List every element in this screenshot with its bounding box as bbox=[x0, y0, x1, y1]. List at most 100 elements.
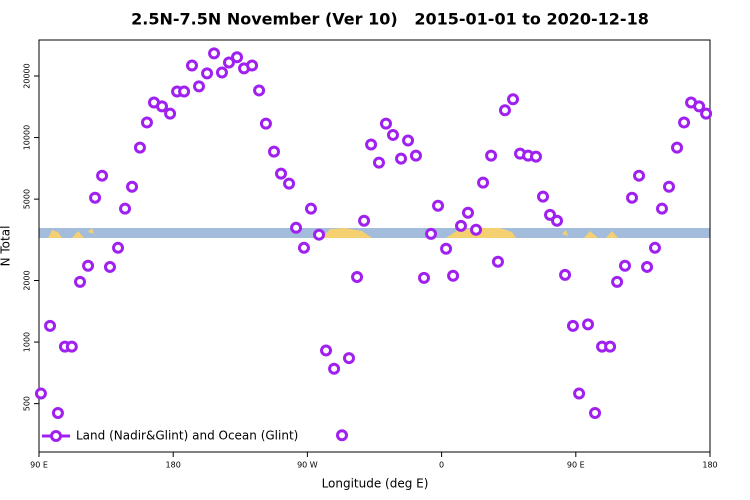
point bbox=[418, 271, 431, 284]
y-tick-label: 1000 bbox=[23, 332, 32, 352]
point bbox=[185, 59, 198, 72]
point bbox=[283, 177, 296, 190]
point bbox=[253, 84, 266, 97]
point bbox=[351, 271, 364, 284]
land-strip bbox=[48, 228, 94, 238]
point bbox=[215, 66, 228, 79]
point bbox=[551, 214, 564, 227]
legend-label: Land (Nadir&Glint) and Ocean (Glint) bbox=[76, 429, 298, 443]
point bbox=[559, 268, 572, 281]
point bbox=[290, 221, 303, 234]
point bbox=[328, 362, 341, 375]
point bbox=[267, 145, 280, 158]
point bbox=[589, 406, 602, 419]
point bbox=[529, 150, 542, 163]
y-tick-label: 2000 bbox=[23, 270, 32, 290]
point bbox=[140, 116, 153, 129]
x-tick-label: 0 bbox=[439, 461, 444, 470]
point bbox=[82, 259, 95, 272]
point bbox=[461, 206, 474, 219]
point bbox=[477, 176, 490, 189]
point bbox=[358, 214, 371, 227]
point bbox=[619, 259, 632, 272]
map-strip bbox=[39, 228, 710, 238]
point bbox=[447, 269, 460, 282]
point bbox=[662, 180, 675, 193]
point bbox=[402, 134, 415, 147]
series bbox=[34, 47, 713, 442]
point bbox=[470, 223, 483, 236]
point bbox=[655, 202, 668, 215]
point bbox=[372, 156, 385, 169]
point bbox=[648, 241, 661, 254]
point bbox=[222, 56, 235, 69]
point bbox=[208, 47, 221, 60]
x-tick-label: 180 bbox=[702, 461, 717, 470]
point bbox=[641, 260, 654, 273]
point bbox=[178, 85, 191, 98]
y-tick-label: 10000 bbox=[23, 125, 32, 150]
point bbox=[44, 319, 57, 332]
point bbox=[343, 352, 356, 365]
point bbox=[89, 191, 102, 204]
x-tick-label: 90 W bbox=[297, 461, 318, 470]
point bbox=[604, 340, 617, 353]
point bbox=[432, 199, 445, 212]
point bbox=[611, 275, 624, 288]
point bbox=[693, 100, 706, 113]
plot-frame bbox=[38, 39, 711, 453]
y-tick-label: 20000 bbox=[23, 63, 32, 88]
chart-title: 2.5N-7.5N November (Ver 10) 2015-01-01 t… bbox=[131, 10, 649, 29]
point bbox=[51, 406, 64, 419]
y-tick-label: 500 bbox=[23, 396, 32, 411]
y-tick-label: 5000 bbox=[23, 189, 32, 209]
x-axis-label: Longitude (deg E) bbox=[322, 477, 429, 491]
land-strip bbox=[562, 230, 618, 238]
point bbox=[507, 93, 520, 106]
point bbox=[536, 190, 549, 203]
point bbox=[566, 319, 579, 332]
point bbox=[671, 141, 684, 154]
point bbox=[498, 104, 511, 117]
point bbox=[192, 80, 205, 93]
point bbox=[320, 344, 333, 357]
x-tick-label: 90 E bbox=[30, 461, 48, 470]
point bbox=[164, 107, 177, 120]
point bbox=[491, 255, 504, 268]
point bbox=[386, 128, 399, 141]
x-tick-label: 90 E bbox=[567, 461, 585, 470]
point bbox=[275, 167, 288, 180]
ocean-strip bbox=[39, 228, 710, 238]
point bbox=[335, 429, 348, 442]
point bbox=[485, 149, 498, 162]
point bbox=[700, 107, 713, 120]
legend-marker bbox=[50, 430, 62, 442]
point bbox=[313, 228, 326, 241]
point bbox=[678, 116, 691, 129]
point bbox=[133, 141, 146, 154]
point bbox=[425, 227, 438, 240]
x-tick-label: 180 bbox=[166, 461, 181, 470]
point bbox=[544, 208, 557, 221]
point bbox=[112, 241, 125, 254]
point bbox=[65, 340, 78, 353]
point bbox=[96, 169, 109, 182]
y-axis-label: N Total bbox=[0, 226, 13, 267]
point bbox=[34, 387, 47, 400]
point bbox=[297, 241, 310, 254]
point bbox=[365, 138, 378, 151]
point bbox=[573, 387, 586, 400]
point bbox=[119, 202, 132, 215]
point bbox=[633, 169, 646, 182]
point bbox=[74, 275, 87, 288]
point bbox=[379, 117, 392, 130]
point bbox=[304, 202, 317, 215]
point bbox=[440, 242, 453, 255]
point bbox=[246, 59, 259, 72]
point bbox=[103, 260, 116, 273]
point bbox=[231, 51, 244, 64]
point bbox=[409, 149, 422, 162]
